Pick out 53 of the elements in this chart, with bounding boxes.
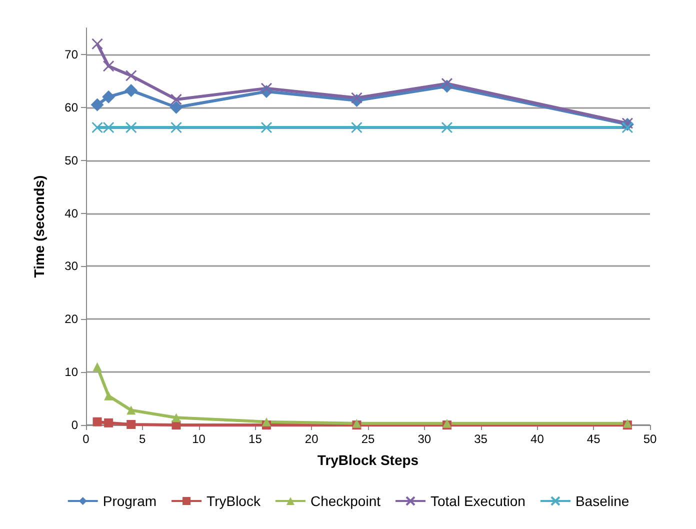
point — [126, 406, 136, 415]
x-tick-label: 45 — [586, 432, 601, 446]
legend-label: TryBlock — [206, 493, 262, 509]
x-axis-title: TryBlock Steps — [317, 452, 419, 468]
point — [92, 417, 102, 426]
point — [102, 60, 114, 72]
point — [622, 122, 634, 134]
x-tick-label: 15 — [248, 432, 262, 446]
y-tick-label: 10 — [64, 365, 78, 380]
point — [92, 122, 104, 134]
x-tick-label: 25 — [361, 432, 375, 446]
point — [170, 100, 183, 114]
point — [104, 418, 114, 428]
y-tick-label: 60 — [64, 100, 78, 114]
x-tick-label: 40 — [530, 432, 544, 446]
point — [262, 417, 271, 426]
point — [350, 92, 362, 104]
x-tick-label: 35 — [474, 432, 488, 446]
point — [104, 391, 114, 400]
point — [350, 122, 362, 134]
point — [125, 122, 137, 134]
y-tick-label: 70 — [64, 47, 78, 62]
y-tick-label: 40 — [64, 206, 78, 220]
y-axis-title: Time (seconds) — [31, 175, 47, 278]
point — [170, 94, 182, 106]
point — [441, 78, 453, 90]
point — [126, 420, 136, 429]
x-tick-label: 0 — [82, 432, 90, 446]
point — [172, 413, 181, 422]
point — [260, 82, 272, 94]
y-tick-label: 30 — [64, 259, 78, 274]
point — [92, 362, 102, 372]
x-tick-label: 30 — [418, 432, 432, 446]
legend-label: Baseline — [575, 493, 630, 509]
x-tick-label: 20 — [304, 432, 319, 446]
point — [92, 38, 104, 50]
y-tick-label: 0 — [71, 418, 78, 432]
point — [102, 90, 116, 104]
x-tick-label: 5 — [139, 432, 146, 446]
legend-label: Total Execution — [430, 493, 526, 509]
x-tick-label: 50 — [643, 432, 657, 446]
point — [170, 122, 182, 134]
legend-label: Program — [102, 493, 157, 509]
point — [125, 70, 137, 82]
legend-label: Checkpoint — [310, 493, 381, 509]
point — [260, 122, 272, 134]
x-tick-label: 10 — [192, 432, 206, 446]
y-tick-label: 50 — [64, 153, 78, 168]
point — [441, 122, 453, 134]
y-tick-label: 20 — [64, 312, 78, 326]
point — [124, 84, 138, 97]
point — [102, 122, 114, 134]
point — [90, 98, 104, 112]
